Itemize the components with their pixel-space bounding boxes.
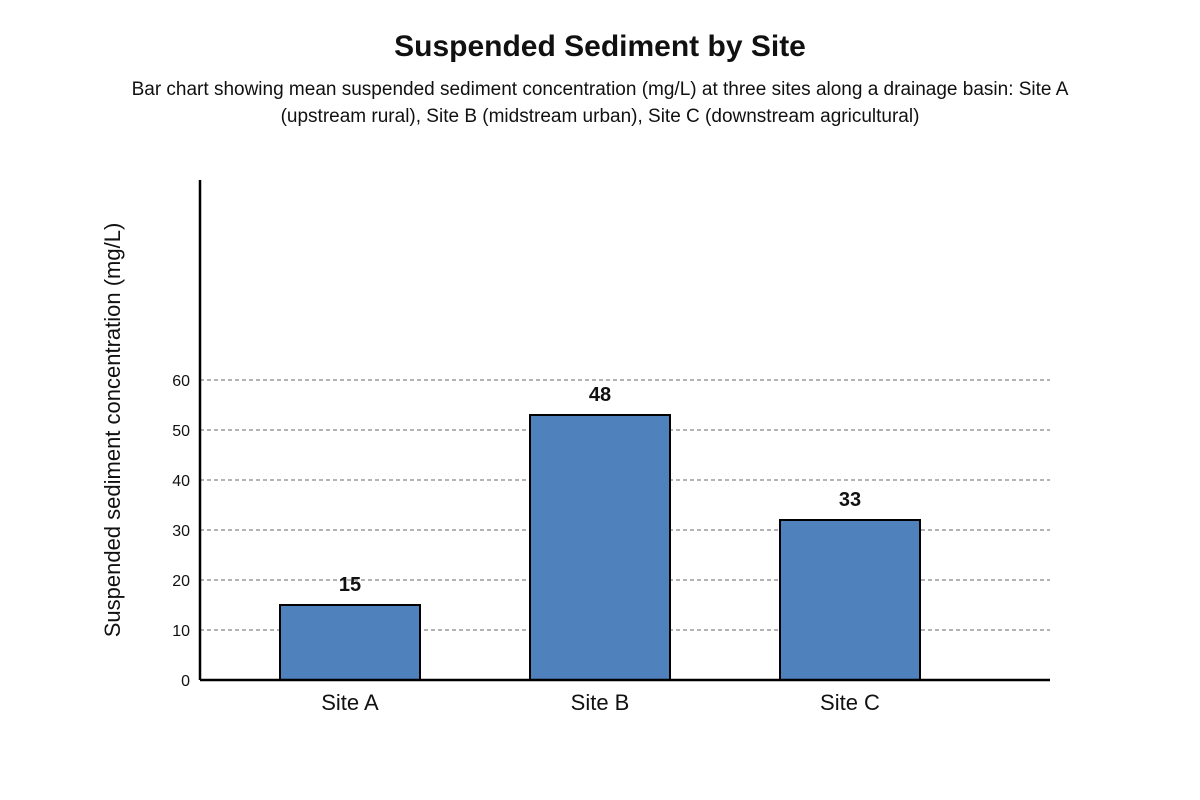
y-axis-label: Suspended sediment concentration (mg/L) <box>100 223 125 638</box>
data-label: 33 <box>839 489 861 511</box>
labels: 0 10 20 30 40 50 60 15 Site A 48 Site B 33 Site C <box>172 373 880 715</box>
y-tick-label: 50 <box>172 423 190 440</box>
y-tick-label: 10 <box>172 623 190 640</box>
bar-site-a <box>279 604 421 681</box>
chart-title: Suspended Sediment by Site <box>394 30 806 63</box>
y-tick-label: 40 <box>172 473 190 490</box>
y-tick-label: 20 <box>172 573 190 590</box>
axes <box>198 180 1050 682</box>
chart-subtitle: Bar chart showing mean suspended sedimen… <box>131 79 1069 127</box>
y-tick-label: 60 <box>172 373 190 390</box>
bar-site-c <box>779 519 921 681</box>
x-tick-label: Site C <box>820 690 880 715</box>
bars <box>279 414 921 681</box>
x-tick-label: Site B <box>571 690 630 715</box>
y-tick-label: 30 <box>172 523 190 540</box>
data-label: 15 <box>339 574 361 596</box>
bar-site-b <box>529 414 671 681</box>
data-label: 48 <box>589 384 611 406</box>
x-tick-label: Site A <box>321 690 379 715</box>
y-tick-label: 0 <box>181 673 190 690</box>
